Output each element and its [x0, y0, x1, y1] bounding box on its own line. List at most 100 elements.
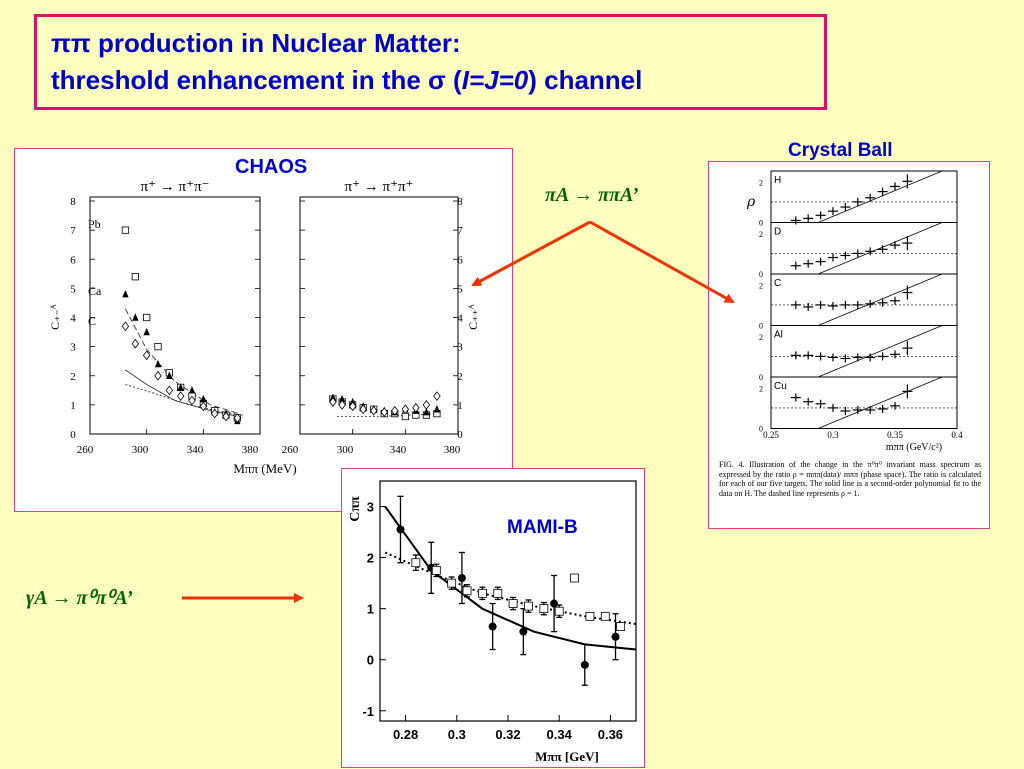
chaos-point-ca [200, 394, 207, 403]
crystal-y-tick-label: 2 [759, 333, 763, 342]
mami-x-tick-label: 0.32 [495, 727, 520, 742]
chaos-y-tick-label-right: 3 [457, 342, 463, 354]
chaos-y-tick-label-left: 5 [70, 283, 76, 295]
mami-y-tick-label: 3 [367, 500, 374, 515]
chaos-y-tick-label-right: 1 [457, 400, 463, 412]
chaos-point-c [176, 391, 185, 401]
mami-x-axis-label: Mππ [GeV] [535, 749, 599, 764]
chaos-point-c [370, 405, 378, 416]
mami-point-filled [457, 574, 466, 583]
chaos-y-tick-label-left: 7 [70, 225, 76, 237]
mami-figure: 3 2 1 0 -1 0.28 0.3 0.32 0.34 0.36 Mππ [GeV] Cππ MA… [341, 468, 645, 768]
crystal-target-label: H [774, 175, 781, 186]
chaos-point-c [131, 338, 140, 349]
crystal-fit-line [817, 171, 944, 223]
crystal-y-tick-label: 0 [759, 373, 763, 382]
mami-point-open [508, 599, 518, 608]
crystal-target-label: Al [774, 330, 783, 341]
crystal-fit-line [817, 274, 944, 326]
mami-point-open [539, 604, 549, 614]
mami-y-tick-label: 0 [367, 653, 374, 668]
chaos-x-tick-label: 260 [282, 444, 299, 456]
mami-fit-dotted [384, 551, 637, 625]
crystal-y-tick-label: 2 [759, 178, 763, 187]
mami-point-filled [396, 525, 405, 534]
mami-point-open [477, 588, 487, 598]
mami-y-tick-label: 1 [367, 602, 374, 617]
chaos-point-ca [122, 290, 129, 298]
crystal-x-tick-label: 0.35 [887, 430, 903, 440]
crystal-target-label: C [774, 278, 781, 289]
chaos-y-tick-label-right: 0 [457, 429, 463, 441]
photon-reaction-label: γA → π⁰π⁰A’ [26, 587, 133, 609]
crystal-y-tick-label: 2 [759, 384, 763, 393]
mami-x-tick-label: 0.34 [547, 727, 573, 742]
mami-point-open [493, 588, 503, 598]
crystal-x-axis-label: mππ (GeV/c²) [886, 442, 942, 453]
chaos-point-ca [329, 393, 337, 401]
chaos-y-tick-label-left: 8 [70, 196, 76, 208]
title-line-1: ππ production in Nuclear Matter: [51, 28, 461, 58]
chaos-legend-c: C [88, 314, 96, 328]
chaos-y-tick-label-left: 2 [70, 371, 76, 383]
mami-point-open [411, 558, 421, 568]
chaos-frame-0 [89, 196, 261, 435]
mami-point-open [462, 586, 472, 596]
chaos-reaction-title: π⁺ → π⁺π⁺ [345, 179, 414, 195]
chaos-point-c [348, 401, 357, 412]
chaos-point-c [142, 350, 151, 361]
chaos-point-c [199, 401, 208, 412]
chaos-point-ca [338, 394, 346, 403]
crystal-y-tick-label: 0 [759, 425, 763, 434]
pion-reaction-label: πA → ππA’ [545, 184, 639, 206]
title-line-2: threshold enhancement in the σ (I=J=0) c… [51, 62, 810, 99]
chaos-y-tick-label-right: 7 [457, 225, 463, 237]
mami-point-filled [488, 622, 497, 631]
chaos-x-tick-label: 300 [337, 444, 354, 456]
chaos-point-ca [188, 386, 196, 394]
chaos-figure: π⁺ → π⁺π⁻ π⁺ → π⁺π⁺ 0 0 1 1 2 2 3 3 4 4 5 5 6 6 7 7 8 8 260 3… [14, 148, 513, 512]
chaos-point-pb [131, 273, 139, 281]
chaos-point-c [380, 407, 388, 418]
chaos-point-pb [121, 226, 130, 234]
crystal-target-label: Cu [774, 381, 787, 392]
chaos-y-tick-label-left: 6 [70, 254, 76, 266]
chaos-model-curve-0 [125, 308, 239, 415]
crystal-y-tick-label: 0 [759, 270, 763, 279]
chaos-x-tick-label: 340 [187, 444, 204, 456]
mami-point-open [616, 622, 626, 631]
chaos-y-tick-label-right: 6 [457, 254, 463, 266]
chaos-point-c [165, 385, 174, 396]
chaos-point-ca [132, 313, 139, 321]
chaos-y-axis-label-left: C₊₋ᴬ [48, 303, 62, 330]
chaos-y-tick-label-right: 5 [457, 283, 463, 295]
chaos-point-ca [166, 371, 173, 379]
mami-frame [379, 480, 637, 722]
chaos-point-pb [143, 313, 151, 322]
crystal-fit-line [817, 377, 944, 429]
crystal-y-tick-label: 0 [759, 219, 763, 228]
chaos-reaction-title: π⁺ → π⁺π⁻ [141, 179, 210, 195]
chaos-x-tick-label: 380 [444, 444, 461, 456]
mami-point-filled [550, 599, 559, 608]
chaos-y-tick-label-right: 2 [457, 371, 463, 383]
chaos-point-ca [349, 397, 356, 406]
chaos-point-ca [143, 327, 150, 336]
chaos-y-tick-label-left: 4 [70, 313, 76, 325]
chaos-point-ca [177, 383, 184, 391]
mami-x-tick-label: 0.28 [393, 727, 418, 742]
chaos-x-tick-label: 260 [77, 444, 94, 456]
chaos-point-c [412, 402, 420, 413]
crystal-frame [770, 170, 958, 429]
mami-point-open [585, 611, 595, 621]
mami-point-open [554, 606, 564, 616]
chaos-point-c [154, 370, 162, 381]
crystal-x-tick-label: 0.3 [827, 430, 839, 440]
title-line-2-pre: threshold enhancement in the σ ( [51, 65, 462, 95]
chaos-point-c [121, 321, 130, 332]
chaos-point-c [391, 405, 399, 416]
mami-plot: 3 2 1 0 -1 0.28 0.3 0.32 0.34 0.36 Mππ [GeV] Cππ [348, 480, 637, 764]
chaos-point-c [222, 411, 230, 422]
crystal-y-tick-label: 0 [759, 322, 763, 331]
